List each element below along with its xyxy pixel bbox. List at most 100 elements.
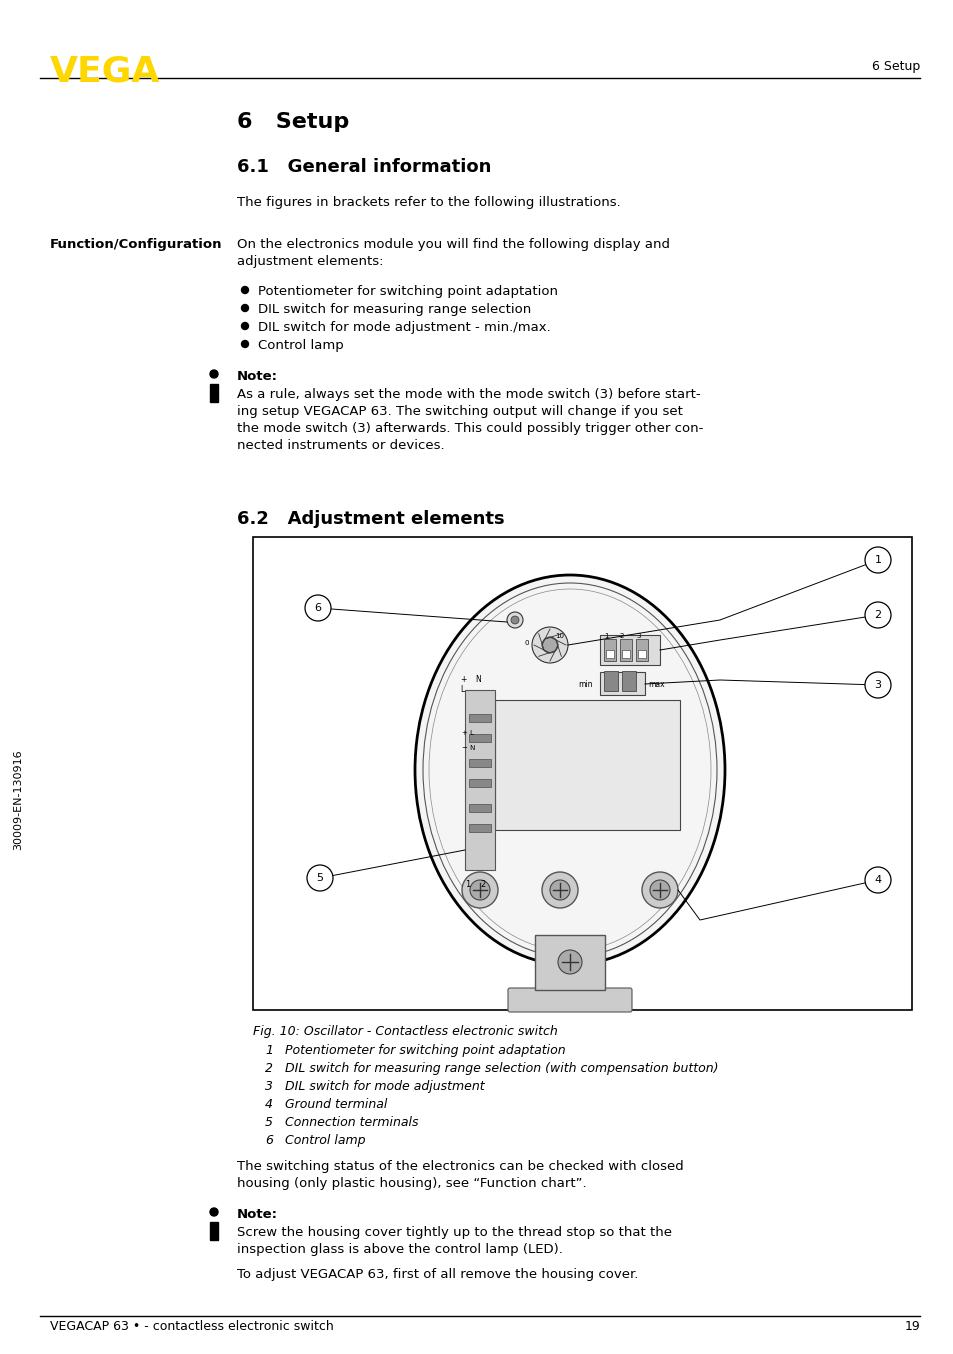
Bar	[469, 804, 491, 812]
Text: Fig. 10: Oscillator - Contactless electronic switch: Fig. 10: Oscillator - Contactless electr…	[253, 1025, 558, 1039]
Text: 4: 4	[265, 1098, 273, 1112]
Bar	[469, 734, 491, 742]
Text: N: N	[475, 676, 480, 684]
Circle shape	[305, 594, 331, 621]
Text: +: +	[459, 676, 466, 684]
Text: To adjust VEGACAP 63, first of all remove the housing cover.: To adjust VEGACAP 63, first of all remov…	[236, 1267, 638, 1281]
Bar	[210, 385, 218, 402]
Text: 5: 5	[265, 1116, 273, 1129]
Circle shape	[241, 305, 248, 311]
Circle shape	[864, 867, 890, 894]
Circle shape	[864, 603, 890, 628]
Text: DIL switch for mode adjustment: DIL switch for mode adjustment	[285, 1080, 484, 1093]
Bar	[621, 672, 636, 691]
Bar	[469, 825, 491, 831]
Bar	[210, 1223, 218, 1240]
Text: 5: 5	[316, 873, 323, 883]
Bar	[495, 700, 679, 830]
Circle shape	[541, 872, 578, 909]
Bar	[619, 639, 631, 661]
Circle shape	[470, 880, 490, 900]
Text: 2: 2	[874, 611, 881, 620]
Text: Control lamp: Control lamp	[285, 1135, 365, 1147]
Text: 2: 2	[619, 634, 623, 639]
Circle shape	[864, 672, 890, 699]
Text: 3: 3	[636, 634, 639, 639]
Bar	[469, 714, 491, 722]
Bar	[535, 936, 604, 990]
Text: Potentiometer for switching point adaptation: Potentiometer for switching point adapta…	[285, 1044, 565, 1057]
Bar	[621, 650, 629, 658]
Text: The switching status of the electronics can be checked with closed: The switching status of the electronics …	[236, 1160, 683, 1173]
Text: 6 Setup: 6 Setup	[871, 60, 919, 73]
Text: 2: 2	[265, 1062, 273, 1075]
Text: Potentiometer for switching point adaptation: Potentiometer for switching point adapta…	[257, 284, 558, 298]
Text: 1: 1	[464, 880, 470, 890]
Text: inspection glass is above the control lamp (LED).: inspection glass is above the control la…	[236, 1243, 562, 1257]
Text: 3: 3	[874, 680, 881, 691]
Text: 10: 10	[555, 634, 563, 639]
Text: As a rule, always set the mode with the mode switch (3) before start-: As a rule, always set the mode with the …	[236, 389, 700, 401]
Text: VEGA: VEGA	[50, 56, 160, 89]
Bar	[599, 635, 659, 665]
Circle shape	[511, 616, 518, 624]
Text: L: L	[459, 685, 464, 695]
Text: VEGACAP 63 • - contactless electronic switch: VEGACAP 63 • - contactless electronic sw…	[50, 1320, 334, 1332]
Circle shape	[641, 872, 678, 909]
Text: Screw the housing cover tightly up to the thread stop so that the: Screw the housing cover tightly up to th…	[236, 1225, 671, 1239]
Text: 3: 3	[265, 1080, 273, 1093]
Bar	[253, 538, 911, 1010]
Circle shape	[532, 627, 567, 663]
Bar	[469, 779, 491, 787]
Bar	[599, 672, 644, 695]
Text: Note:: Note:	[236, 1208, 277, 1221]
Text: 19: 19	[903, 1320, 919, 1332]
Text: the mode switch (3) afterwards. This could possibly trigger other con-: the mode switch (3) afterwards. This cou…	[236, 422, 702, 435]
Text: − N: − N	[461, 745, 475, 751]
Circle shape	[461, 872, 497, 909]
Text: Function/Configuration: Function/Configuration	[50, 238, 222, 250]
Circle shape	[506, 612, 522, 628]
Text: + L: + L	[461, 730, 474, 737]
Text: 6.2   Adjustment elements: 6.2 Adjustment elements	[236, 510, 504, 528]
Text: 0: 0	[524, 640, 529, 646]
Text: Note:: Note:	[236, 370, 277, 383]
Text: 6: 6	[314, 603, 321, 613]
Text: The figures in brackets refer to the following illustrations.: The figures in brackets refer to the fol…	[236, 196, 620, 209]
Text: 6: 6	[265, 1135, 273, 1147]
Circle shape	[210, 370, 218, 378]
Text: 1: 1	[265, 1044, 273, 1057]
Text: 1: 1	[603, 634, 608, 639]
Text: DIL switch for measuring range selection: DIL switch for measuring range selection	[257, 303, 531, 315]
FancyBboxPatch shape	[507, 988, 631, 1011]
Text: 6   Setup: 6 Setup	[236, 112, 349, 131]
Text: 30009-EN-130916: 30009-EN-130916	[13, 750, 23, 850]
Circle shape	[241, 287, 248, 294]
Text: max: max	[647, 680, 664, 689]
Text: 2: 2	[479, 880, 485, 890]
Text: 6.1   General information: 6.1 General information	[236, 158, 491, 176]
Bar	[603, 639, 616, 661]
Bar	[636, 639, 647, 661]
Circle shape	[210, 1208, 218, 1216]
Circle shape	[558, 951, 581, 974]
Text: nected instruments or devices.: nected instruments or devices.	[236, 439, 444, 452]
Text: 4: 4	[874, 875, 881, 886]
Bar	[464, 691, 495, 871]
Bar	[638, 650, 645, 658]
Text: Connection terminals: Connection terminals	[285, 1116, 418, 1129]
Text: Control lamp: Control lamp	[257, 338, 343, 352]
Circle shape	[550, 880, 569, 900]
Circle shape	[864, 547, 890, 573]
Text: On the electronics module you will find the following display and: On the electronics module you will find …	[236, 238, 669, 250]
Text: 1: 1	[874, 555, 881, 565]
Text: housing (only plastic housing), see “Function chart”.: housing (only plastic housing), see “Fun…	[236, 1177, 586, 1190]
Circle shape	[541, 636, 558, 653]
Circle shape	[241, 340, 248, 348]
Text: min: min	[578, 680, 592, 689]
Bar	[605, 650, 614, 658]
Text: ing setup VEGACAP 63. The switching output will change if you set: ing setup VEGACAP 63. The switching outp…	[236, 405, 682, 418]
Circle shape	[649, 880, 669, 900]
Text: DIL switch for mode adjustment - min./max.: DIL switch for mode adjustment - min./ma…	[257, 321, 550, 334]
Circle shape	[307, 865, 333, 891]
